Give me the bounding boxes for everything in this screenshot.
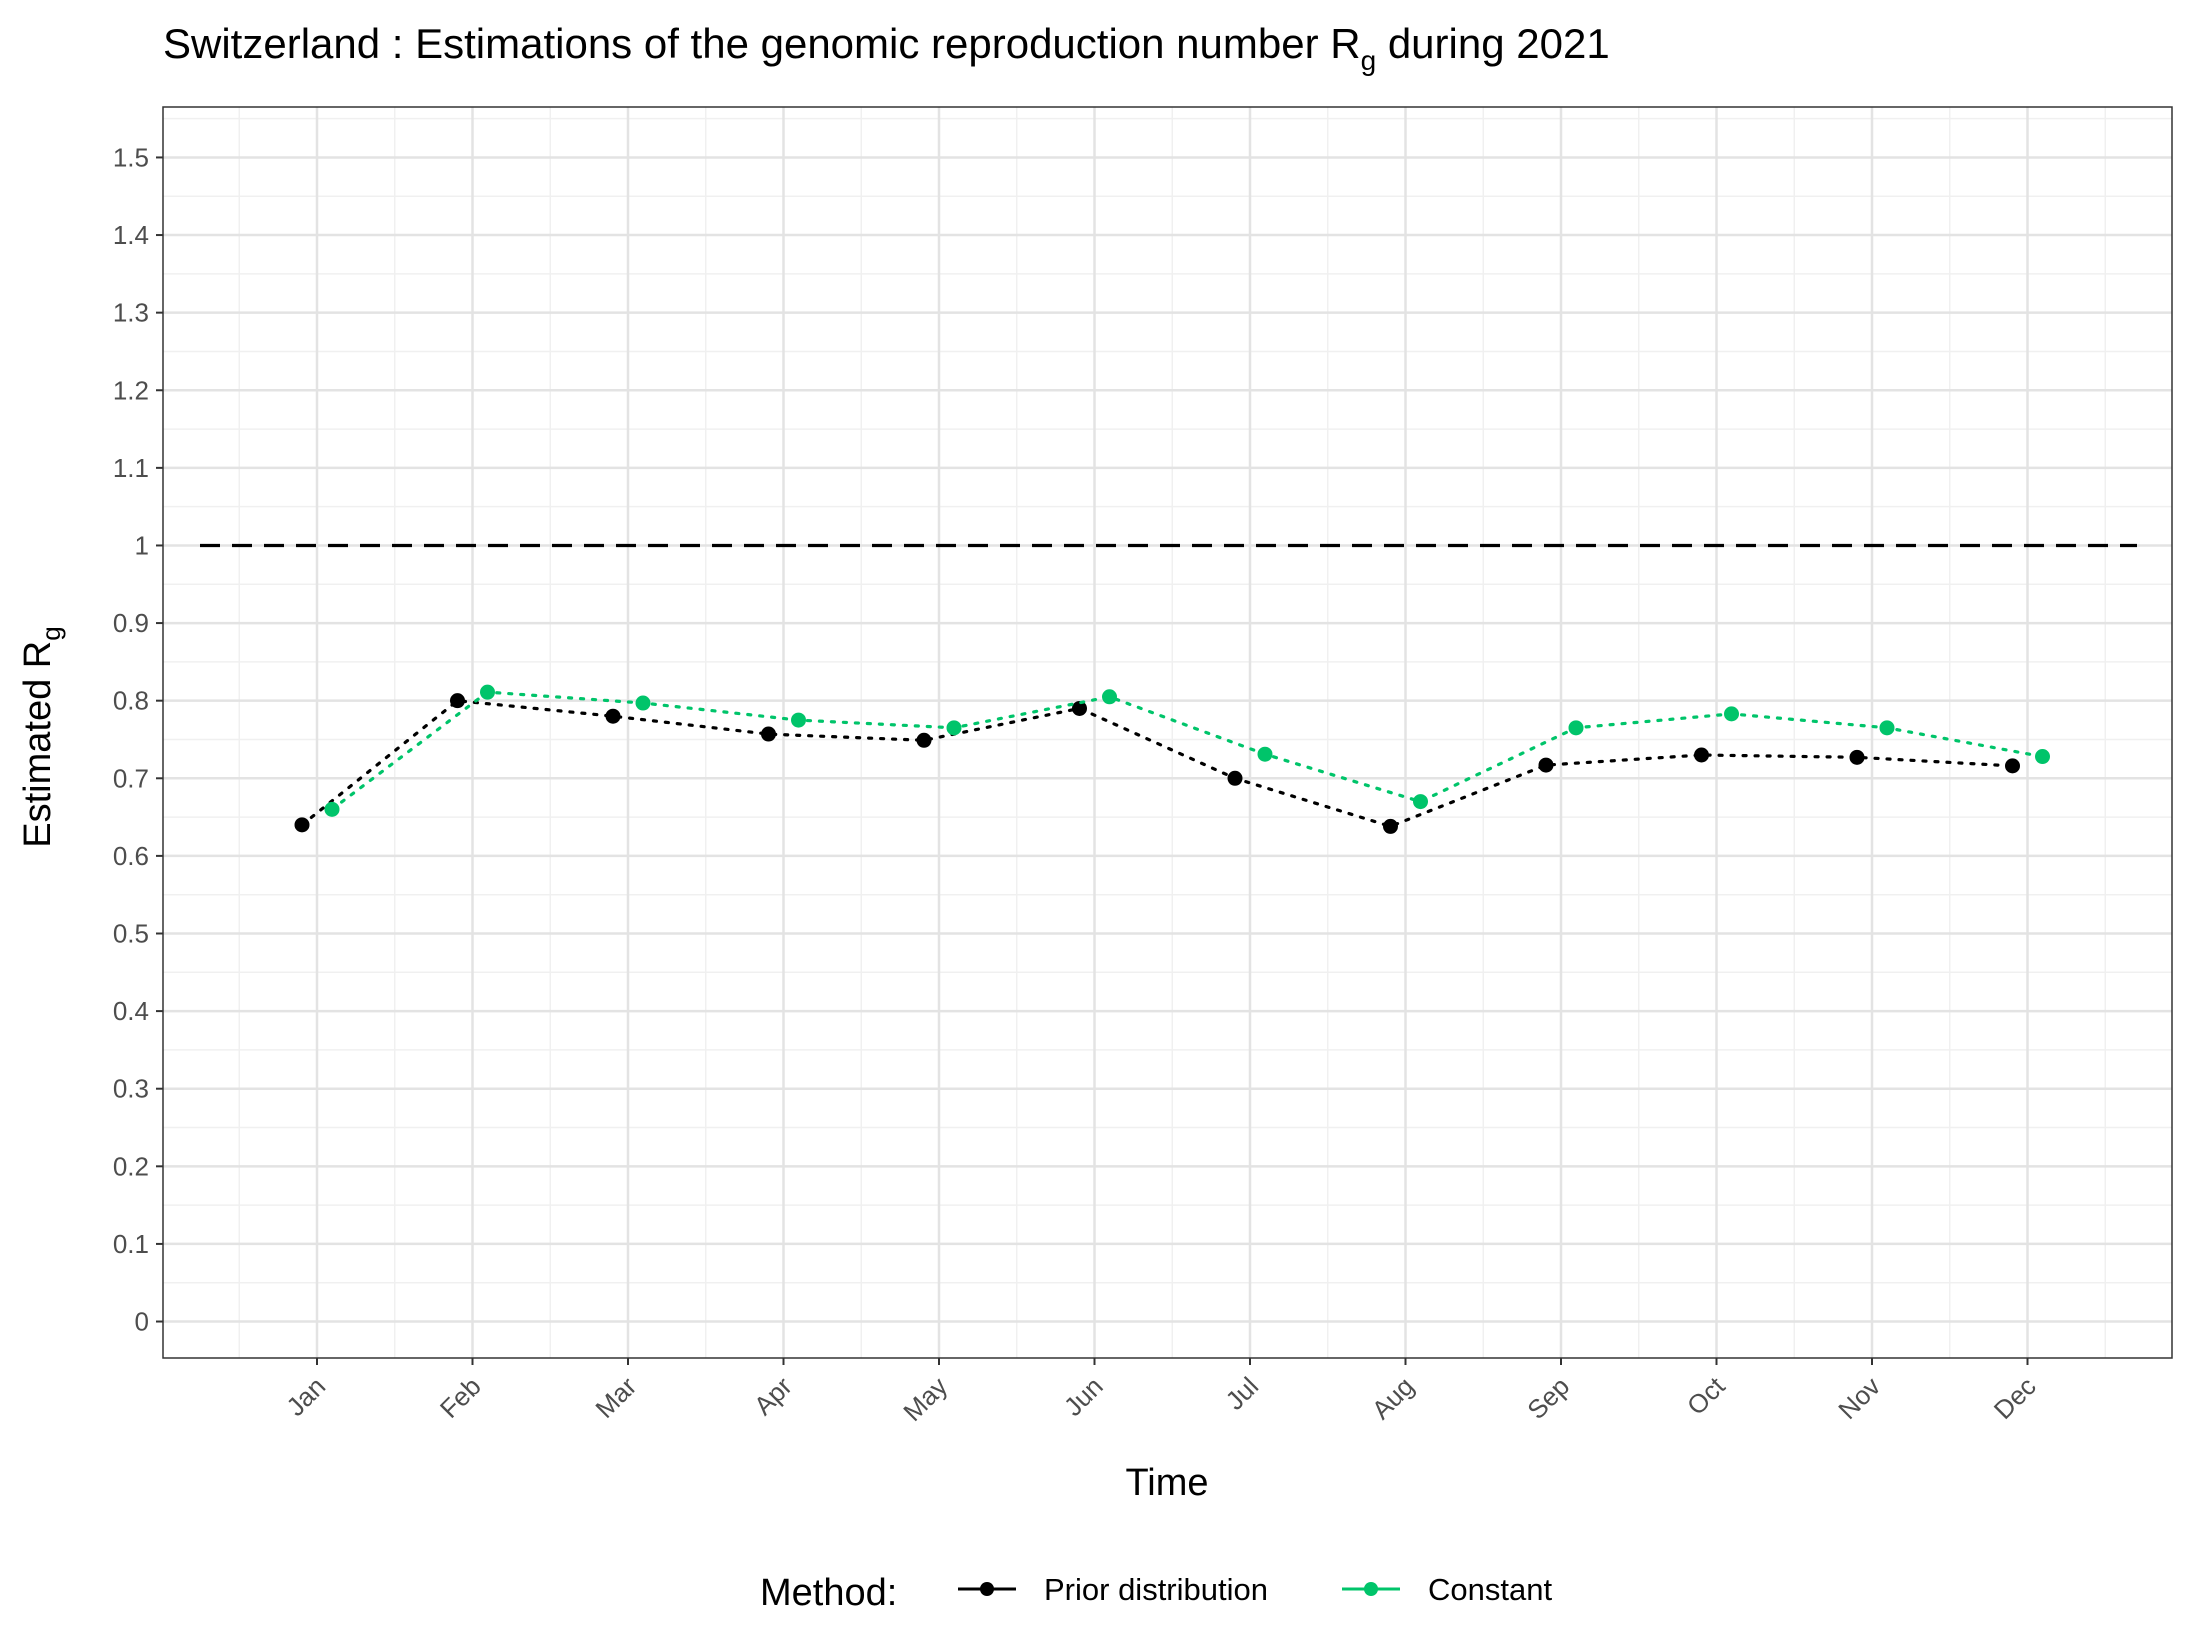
- y-tick-label: 0.8: [113, 686, 149, 716]
- y-tick-label: 0.2: [113, 1151, 149, 1181]
- x-tick-label: May: [897, 1371, 953, 1427]
- data-point-prior-aug: [1383, 818, 1398, 834]
- legend-title: Method:: [760, 1572, 897, 1614]
- x-axis-title: Time: [1125, 1462, 1208, 1504]
- series-line-constant: [330, 690, 2045, 811]
- series-layer: [294, 684, 2050, 834]
- y-tick-label: 1.3: [113, 298, 149, 328]
- legend-key-point-prior: [980, 1582, 994, 1596]
- x-tick-label: Apr: [748, 1371, 798, 1421]
- data-point-prior-jan: [294, 817, 310, 833]
- x-tick-label: Jan: [280, 1371, 331, 1422]
- chart-title: Switzerland : Estimations of the genomic…: [163, 20, 1610, 76]
- y-tick-label: 0: [135, 1307, 149, 1337]
- y-tick-label: 0.9: [113, 608, 149, 638]
- data-point-constant-jul: [1257, 746, 1273, 762]
- panel-border: [162, 106, 2173, 1359]
- x-tick-label: Nov: [1832, 1371, 1886, 1425]
- y-tick-label: 0.6: [113, 841, 149, 871]
- grid-layer: [163, 107, 2172, 1358]
- y-tick-label: 0.5: [113, 918, 149, 948]
- data-point-constant-nov: [1879, 720, 1895, 736]
- x-tick-label: Feb: [434, 1371, 487, 1424]
- data-point-constant-jun: [1102, 689, 1117, 705]
- y-tick-label: 1.5: [113, 142, 149, 172]
- data-point-constant-sep: [1568, 720, 1584, 736]
- legend-label-constant: Constant: [1428, 1572, 1552, 1607]
- data-point-prior-oct: [1694, 747, 1709, 763]
- x-tick-label: Sep: [1521, 1371, 1575, 1425]
- data-point-prior-jun: [1072, 700, 1087, 716]
- legend-key-point-constant: [1364, 1582, 1378, 1596]
- data-point-constant-feb: [480, 684, 495, 700]
- data-point-prior-sep: [1538, 757, 1554, 773]
- y-tick-label: 1.2: [113, 375, 149, 405]
- y-tick-label: 0.7: [113, 763, 149, 793]
- legend-label-prior: Prior distribution: [1044, 1572, 1268, 1607]
- y-axis-title: Estimated Rg: [17, 626, 66, 847]
- data-point-prior-feb: [450, 693, 465, 709]
- y-tick-label: 0.4: [113, 996, 149, 1026]
- data-point-prior-dec: [2005, 758, 2020, 774]
- y-tick-label: 1.1: [113, 453, 149, 483]
- data-point-constant-dec: [2035, 749, 2050, 765]
- data-point-constant-jan: [324, 801, 340, 817]
- y-tick-label: 1.4: [113, 220, 149, 250]
- y-axis-title-main: Estimated R: [17, 641, 59, 848]
- y-tick-label: 1: [135, 530, 149, 560]
- data-point-constant-aug: [1413, 794, 1428, 810]
- y-axis-title-subscript: g: [36, 626, 66, 640]
- data-point-constant-mar: [635, 695, 651, 711]
- chart-title-subscript: g: [1361, 45, 1377, 76]
- data-point-prior-mar: [605, 708, 621, 724]
- chart-title-main: Switzerland : Estimations of the genomic…: [163, 20, 1361, 67]
- data-point-prior-nov: [1849, 749, 1865, 765]
- data-point-prior-may: [916, 732, 932, 748]
- x-tick-label: Aug: [1366, 1371, 1420, 1425]
- chart-title-tail: during 2021: [1376, 20, 1610, 67]
- x-tick-label: Mar: [589, 1371, 642, 1424]
- x-axis: Jan Feb Mar Apr May Jun Jul Aug Sep Oct Nov Dec: [280, 1358, 2042, 1427]
- x-tick-label: Dec: [1988, 1371, 2042, 1425]
- series-line-prior: [300, 699, 2015, 829]
- data-point-constant-apr: [791, 712, 806, 728]
- x-tick-label: Jun: [1058, 1371, 1109, 1422]
- y-tick-label: 0.1: [113, 1229, 149, 1259]
- y-axis: 0 0.1 0.2 0.3 0.4 0.5 0.6 0.7 0.8 0.9 1 1.1 1.2 1.3 1.…: [113, 142, 163, 1337]
- y-tick-label: 0.3: [113, 1074, 149, 1104]
- data-point-constant-oct: [1724, 706, 1739, 722]
- data-point-prior-apr: [761, 726, 776, 742]
- legend: Method: Prior distribution Constant: [760, 1572, 1552, 1614]
- data-point-constant-may: [946, 720, 962, 736]
- x-tick-label: Oct: [1681, 1370, 1731, 1420]
- data-point-prior-jul: [1227, 770, 1243, 786]
- x-tick-label: Jul: [1220, 1371, 1265, 1416]
